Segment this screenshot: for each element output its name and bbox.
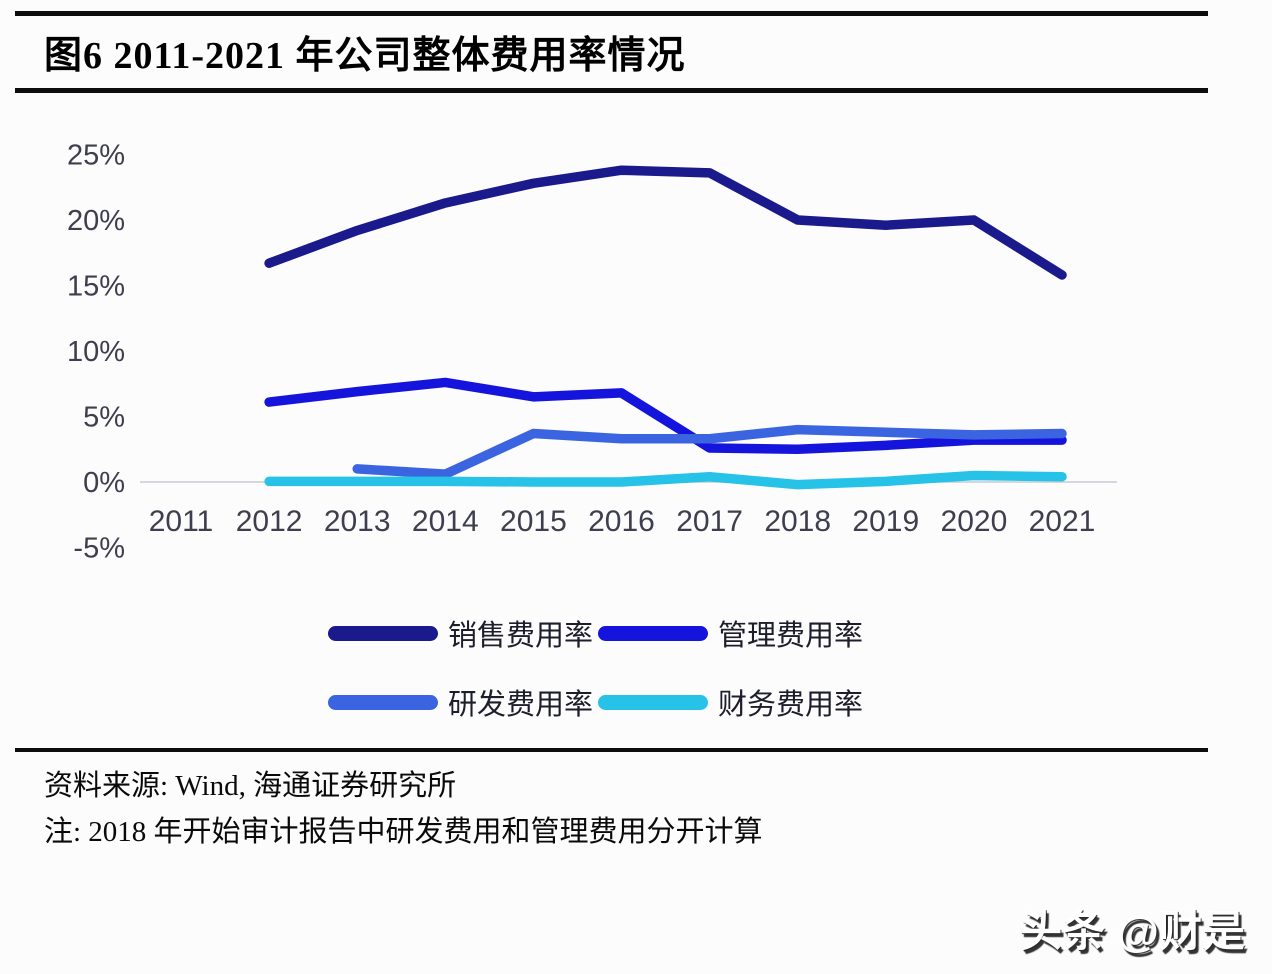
legend-label-management: 管理费用率 — [718, 620, 864, 652]
legend-label-sales: 销售费用率 — [448, 620, 594, 652]
watermark: 头条 @财是 — [1019, 908, 1245, 956]
legend-label-rd: 研发费用率 — [448, 689, 594, 721]
legend-row-2: 研发费用率 财务费用率 — [328, 681, 888, 723]
legend-swatch-management — [598, 625, 708, 641]
title-bottom-rule — [15, 88, 1208, 93]
x-tick-label: 2019 — [852, 505, 919, 538]
legend-swatch-sales — [328, 625, 438, 641]
series-line-finance — [264, 470, 1067, 490]
legend-swatch-finance — [598, 694, 708, 710]
legend-swatch-rd — [328, 694, 438, 710]
top-rule — [15, 11, 1208, 16]
x-tick-label: 2018 — [764, 505, 831, 538]
y-tick-label: 10% — [67, 336, 125, 368]
x-tick-label: 2016 — [588, 505, 655, 538]
legend-item-rd: 研发费用率 — [328, 681, 598, 723]
figure-title: 图6 2011-2021 年公司整体费用率情况 — [44, 35, 686, 77]
legend-item-sales: 销售费用率 — [328, 612, 598, 654]
y-tick-label: 5% — [83, 402, 125, 434]
x-tick-label: 2012 — [236, 505, 303, 538]
expense-ratio-line-chart: 25% 20% 15% 10% 5% 0% -5% 2011 2012 2013 2014 2015 2… — [67, 140, 1117, 564]
y-tick-label: 0% — [83, 467, 125, 499]
y-tick-label: 20% — [67, 205, 125, 237]
x-tick-label: 2013 — [324, 505, 391, 538]
chart-legend: 销售费用率 管理费用率 研发费用率 财务费用率 — [328, 612, 888, 723]
legend-row-1: 销售费用率 管理费用率 — [328, 612, 888, 654]
x-tick-label: 2011 — [149, 505, 214, 538]
y-tick-label: 15% — [67, 271, 125, 303]
x-tick-label: 2020 — [941, 505, 1008, 538]
legend-item-finance: 财务费用率 — [598, 681, 868, 723]
series-line-sales — [264, 165, 1067, 280]
note-text: 注: 2018 年开始审计报告中研发费用和管理费用分开计算 — [44, 816, 763, 848]
series-line-management — [264, 377, 1067, 454]
series-line-rd — [352, 424, 1067, 479]
x-tick-label: 2017 — [676, 505, 743, 538]
legend-label-finance: 财务费用率 — [718, 689, 864, 721]
footer-rule — [15, 748, 1208, 752]
x-tick-label: 2014 — [412, 505, 479, 538]
legend-item-management: 管理费用率 — [598, 612, 868, 654]
x-tick-label: 2021 — [1029, 505, 1096, 538]
y-tick-label: -5% — [73, 533, 125, 564]
source-text: 资料来源: Wind, 海通证券研究所 — [44, 770, 457, 802]
y-tick-label: 25% — [67, 140, 125, 172]
x-tick-label: 2015 — [500, 505, 567, 538]
